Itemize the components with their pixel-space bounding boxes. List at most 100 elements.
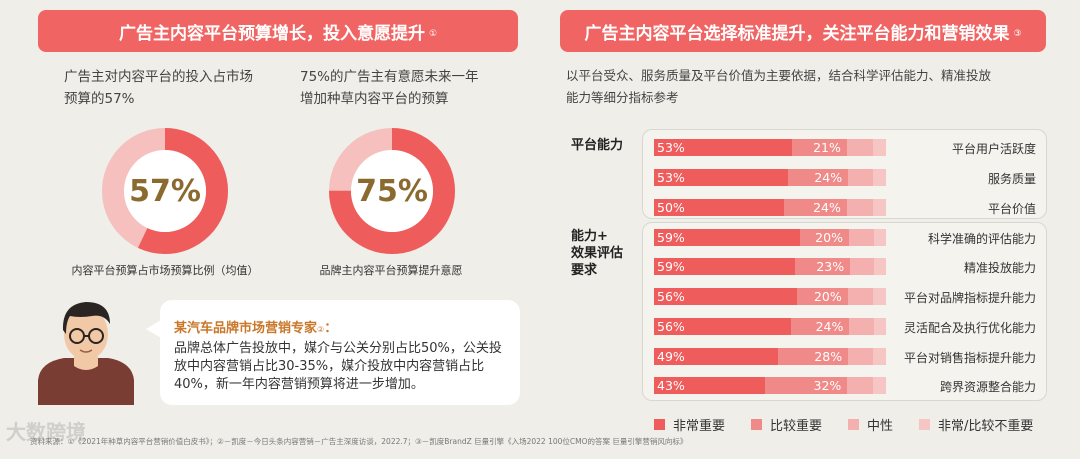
bar-segment: 24%: [787, 169, 849, 186]
donut2-value-label: 75%: [356, 173, 428, 209]
selection-criteria-desc-line2: 能力等细分指标参考: [566, 90, 679, 105]
watermark-logo: 大数跨境: [6, 420, 86, 444]
legend-swatch: [848, 419, 860, 430]
donut1-caption: 内容平台预算占市场预算比例（均值）: [71, 264, 259, 277]
bar-segment: 20%: [796, 288, 848, 305]
bar-data-label: 59%: [657, 259, 685, 274]
bar-data-label: 28%: [814, 349, 843, 364]
legend-item: 非常/比较不重要: [919, 415, 1033, 434]
bar-segment: 50%: [654, 199, 785, 216]
bar-category-label: 平台价值: [987, 202, 1036, 216]
donut1-value-arc: [102, 128, 228, 254]
legend-swatch: [919, 419, 931, 430]
bar-category-label: 灵活配合及执行优化能力: [903, 321, 1036, 335]
legend-label: 中性: [867, 419, 894, 434]
group-label-platform: 平台能力: [571, 138, 624, 153]
bar-segment: 53%: [654, 169, 788, 186]
legend-label: 比较重要: [770, 419, 823, 434]
group-label-capability: 能力+ 效果评估 要求: [571, 228, 623, 279]
bar-row: 56% 20%: [654, 288, 886, 305]
bar-category-label: 科学准确的评估能力: [927, 232, 1036, 246]
legend-label: 非常/比较不重要: [938, 419, 1034, 434]
bar-segment: 56%: [654, 288, 797, 305]
bar-row: 56% 24%: [654, 318, 886, 335]
group-label-capability-line2: 效果评估: [571, 246, 624, 261]
donut2-value-arc: [329, 128, 455, 254]
desc-market-budget-line1: 广告主对内容平台的投入占市场: [64, 69, 253, 85]
bar-segment: [873, 229, 886, 246]
quote-title: 某汽车品牌市场营销专家②：: [174, 317, 337, 336]
bar-segment: 28%: [777, 348, 849, 365]
bar-data-label: 21%: [813, 140, 841, 155]
group-box-capability: [642, 222, 1047, 401]
bar-segment: [846, 139, 873, 156]
quote-bubble-tail: [146, 320, 161, 338]
legend-item: 非常重要: [654, 415, 725, 434]
bar-category-label: 平台用户活跃度: [951, 142, 1036, 156]
bar-segment: 23%: [795, 258, 851, 275]
desc-market-budget-line2: 预算的57%: [64, 91, 135, 107]
legend-swatch: [751, 419, 763, 430]
source-footnote: 资料来源：①《2021年种草内容平台营销价值白皮书》；②－凯度－今日头条内容营销…: [30, 437, 688, 446]
bar-data-label: 24%: [814, 170, 843, 185]
bar-segment: 43%: [654, 377, 765, 394]
bar-row: 59% 20%: [654, 229, 886, 246]
bar-data-label: 50%: [657, 200, 685, 215]
bar-data-label: 49%: [657, 349, 685, 364]
bar-data-label: 23%: [816, 259, 845, 274]
legend-label: 非常重要: [673, 419, 726, 434]
bar-segment: [848, 229, 874, 246]
bar-segment: [848, 348, 874, 365]
bar-row: 59% 23%: [654, 258, 886, 275]
bar-segment: [874, 258, 886, 275]
group-label-capability-line1: 能力+: [571, 229, 608, 244]
quote-speaker: 某汽车品牌市场营销专家: [174, 321, 318, 336]
bar-segment: 59%: [654, 258, 796, 275]
bar-row: 49% 28%: [654, 348, 886, 365]
bar-data-label: 32%: [813, 378, 842, 393]
bar-data-label: 56%: [657, 319, 685, 334]
bar-category-label: 跨界资源整合能力: [939, 380, 1036, 394]
bar-data-label: 24%: [813, 200, 841, 215]
donut2-center: [351, 150, 433, 232]
group-label-capability-line3: 要求: [571, 263, 598, 278]
quote-bubble: [160, 300, 520, 405]
left-banner-note: ①: [428, 29, 438, 39]
bar-segment: [872, 139, 886, 156]
bar-segment: [847, 377, 874, 394]
bar-segment: 49%: [654, 348, 778, 365]
desc-budget-intent-line2: 增加种草内容平台的预算: [300, 91, 449, 107]
donut1-center: [124, 150, 206, 232]
bar-segment: [873, 348, 886, 365]
desc-budget-intent: 75%的广告主有意愿未来一年 增加种草内容平台的预算: [300, 66, 479, 110]
bar-category-label: 平台对销售指标提升能力: [903, 351, 1036, 365]
bar-data-label: 20%: [813, 289, 842, 304]
bar-segment: 32%: [764, 377, 848, 394]
legend-item: 中性: [848, 415, 893, 434]
donut2-caption: 品牌主内容平台预算提升意愿: [319, 264, 463, 277]
bar-segment: [872, 199, 886, 216]
bar-segment: 24%: [790, 318, 850, 335]
bar-segment: [847, 288, 874, 305]
bar-data-label: 53%: [657, 140, 685, 155]
desc-budget-intent-line1: 75%的广告主有意愿未来一年: [300, 69, 479, 85]
donut1-value-label: 57%: [129, 173, 201, 209]
bar-data-label: 20%: [815, 230, 843, 245]
right-banner-note: ③: [1013, 29, 1022, 39]
bar-segment: 56%: [654, 318, 791, 335]
donut-chart-budget-intent: 75%: [327, 126, 457, 256]
bar-category-label: 精准投放能力: [963, 261, 1036, 275]
bar-segment: [850, 258, 875, 275]
bar-segment: 53%: [654, 139, 793, 156]
legend-swatch: [654, 419, 665, 430]
quote-text: 品牌总体广告投放中，媒介与公关分别占比50%，公关投放中内容营销占比30-35%…: [174, 341, 502, 392]
bar-segment: [873, 318, 886, 335]
legend-item: 比较重要: [751, 415, 822, 434]
expert-avatar: [38, 302, 134, 405]
bar-segment: [873, 377, 886, 394]
bar-row: 50% 24%: [654, 199, 886, 216]
bar-data-label: 53%: [657, 170, 685, 185]
bar-segment: [848, 169, 874, 186]
right-banner: 广告主内容平台选择标准提升，关注平台能力和营销效果 ③: [560, 10, 1046, 52]
bar-segment: [873, 169, 886, 186]
